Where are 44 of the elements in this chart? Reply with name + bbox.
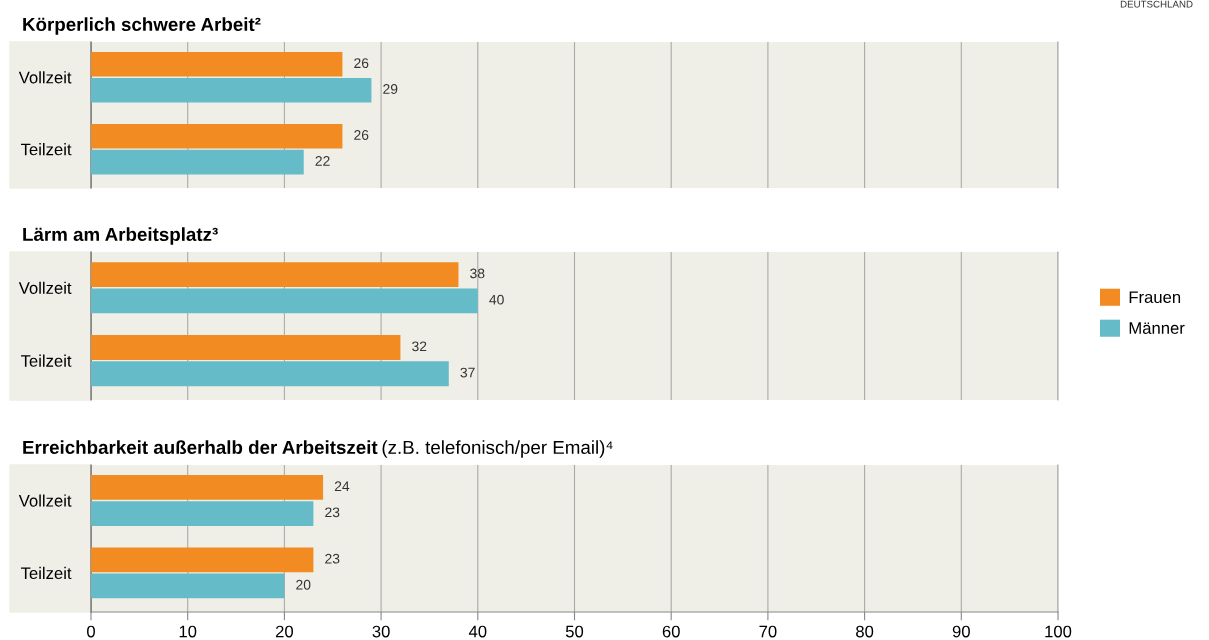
y-tick-label: Vollzeit: [18, 71, 72, 84]
data-label: 20: [296, 579, 311, 590]
bar: [91, 547, 314, 573]
data-label: 26: [354, 130, 369, 140]
x-tick-label: 10: [179, 625, 197, 638]
data-label: 40: [489, 294, 504, 305]
y-tick-label: Vollzeit: [18, 494, 72, 507]
chart-title: Lärm am Arbeitsplatz³: [23, 227, 218, 245]
data-label: 24: [334, 481, 350, 492]
x-tick-label: 80: [856, 625, 874, 638]
legend-label: Männer: [1129, 322, 1185, 334]
bar: [91, 262, 459, 288]
bar: [91, 573, 285, 599]
x-tick-label: 30: [372, 625, 390, 638]
data-label: 22: [315, 156, 330, 166]
chart-title: Körperlich schwere Arbeit²: [23, 17, 261, 35]
data-label: 23: [325, 553, 340, 564]
text: DEUTSCHLAND: [1120, 0, 1193, 8]
bar: [91, 475, 324, 500]
data-label: 26: [354, 58, 369, 69]
bar: [91, 501, 314, 526]
y-tick-label: Teilzeit: [21, 354, 72, 367]
x-tick-label: 100: [1045, 625, 1072, 638]
data-label: 32: [412, 341, 427, 352]
chart-title: Erreichbarkeit außerhalb der Arbeitszeit: [23, 440, 378, 455]
bar: [91, 335, 401, 360]
data-label: 37: [460, 367, 475, 378]
x-tick-label: 40: [468, 625, 487, 638]
x-tick-label: 20: [275, 625, 294, 638]
data-label: 23: [325, 507, 340, 518]
y-tick-label: Teilzeit: [21, 143, 72, 156]
x-tick-label: 0: [87, 625, 95, 638]
x-tick-label: 50: [565, 625, 584, 638]
x-tick-label: 70: [759, 625, 777, 638]
x-tick-label: 90: [952, 625, 970, 638]
bar: [91, 361, 449, 387]
bar: [91, 288, 478, 314]
y-tick-label: Vollzeit: [18, 281, 72, 294]
legend-label: Frauen: [1129, 291, 1181, 304]
chart-subtitle: (z.B. telefonisch/per Email)⁴: [382, 440, 613, 458]
data-label: 29: [383, 84, 398, 94]
x-tick-label: 60: [662, 625, 680, 638]
y-tick-label: Teilzeit: [21, 566, 72, 580]
data-label: 38: [470, 268, 485, 279]
